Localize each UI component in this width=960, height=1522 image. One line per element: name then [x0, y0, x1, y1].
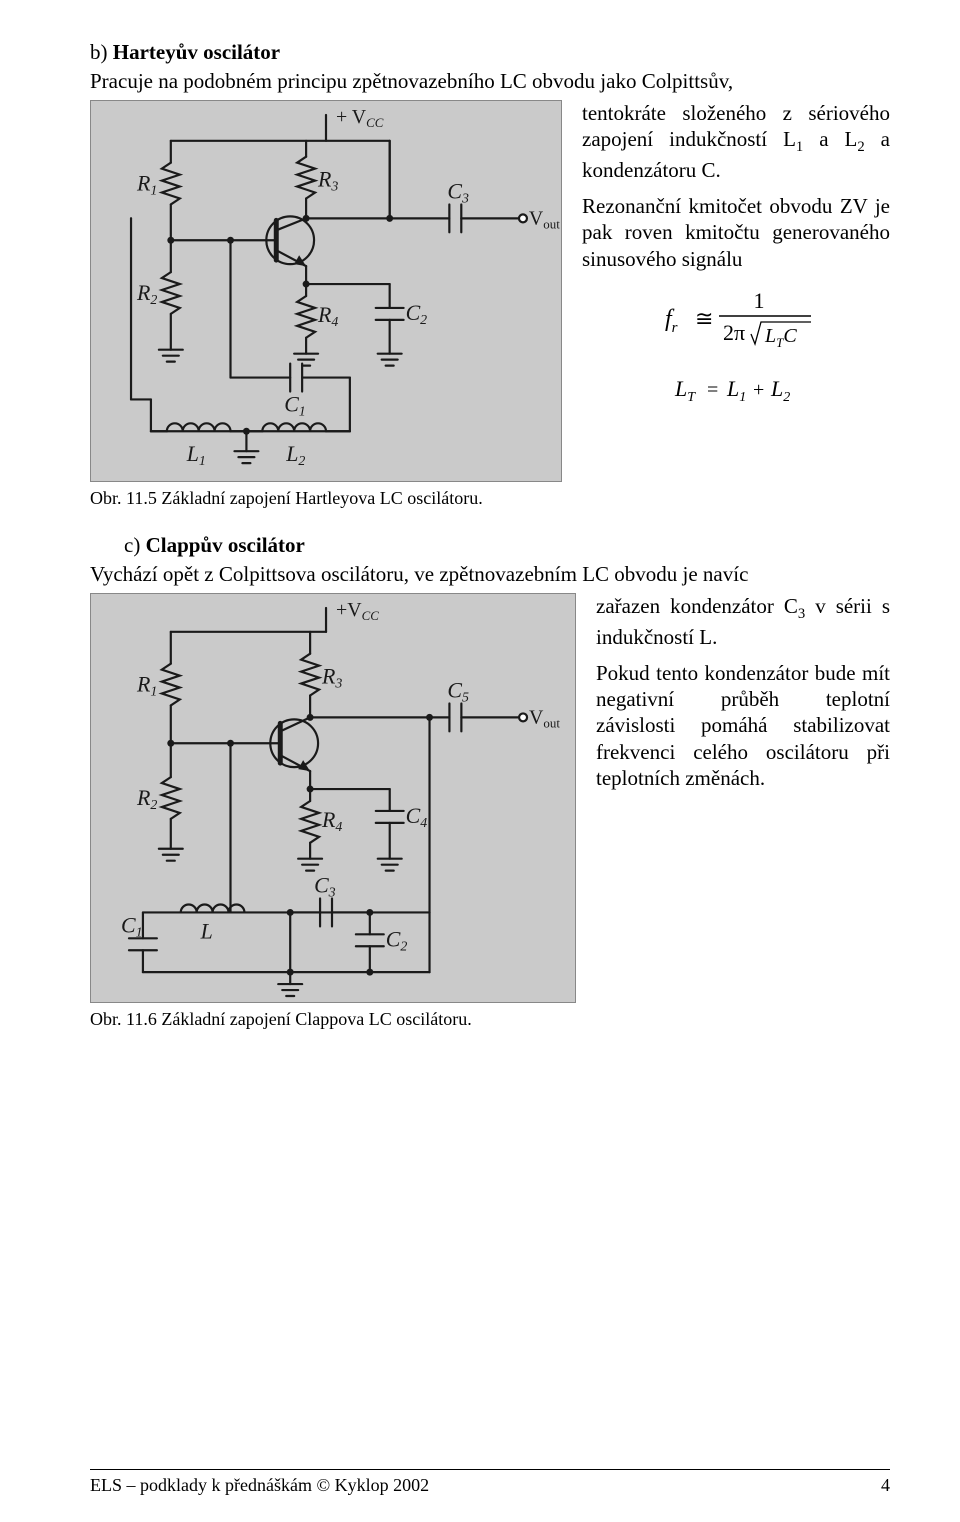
svg-text:L1: L1: [726, 376, 746, 405]
svg-text:LT: LT: [674, 376, 696, 405]
hartley-caption: Obr. 11.5 Základní zapojení Hartleyova L…: [90, 488, 890, 509]
section-c-two-col: +VCC R1 R2 R3: [90, 593, 890, 1003]
svg-text:L2: L2: [770, 376, 790, 405]
svg-text:2π: 2π: [723, 320, 745, 345]
section-b-intro: Pracuje na podobném principu zpětnovazeb…: [90, 69, 890, 94]
svg-text:+: +: [753, 379, 764, 401]
section-b-two-col: + VCC R1 R2 R3: [90, 100, 890, 482]
footer-page-number: 4: [881, 1475, 890, 1496]
svg-text:=: =: [707, 379, 718, 401]
page-footer: ELS – podklady k přednáškám © Kyklop 200…: [90, 1475, 890, 1496]
section-c-heading: c) Clappův oscilátor: [90, 533, 890, 558]
section-b-p2: Rezonanční kmitočet obvodu ZV je pak rov…: [582, 193, 890, 272]
svg-text:1: 1: [754, 288, 765, 313]
clapp-caption: Obr. 11.6 Základní zapojení Clappova LC …: [90, 1009, 890, 1030]
section-b-title: Harteyův oscilátor: [113, 40, 280, 64]
section-c-right-text: zařazen kondenzátor C3 v sérii s indukčn…: [596, 593, 890, 801]
section-c-intro: Vychází opět z Colpittsova oscilátoru, v…: [90, 562, 890, 587]
svg-text:≅: ≅: [695, 306, 713, 331]
section-b-p1: tentokráte složeného z sériového zapojen…: [582, 100, 890, 183]
section-b-right-text: tentokráte složeného z sériového zapojen…: [582, 100, 890, 422]
hartley-circuit: + VCC R1 R2 R3: [90, 100, 562, 482]
formula-lt: LT = L1 + L2: [582, 372, 890, 412]
section-c-title: Clappův oscilátor: [146, 533, 305, 557]
svg-text:L: L: [200, 918, 213, 943]
section-c-p1: zařazen kondenzátor C3 v sérii s indukčn…: [596, 593, 890, 650]
section-c-label: c): [124, 533, 140, 557]
section-c-p2: Pokud tento kondenzátor bude mít negativ…: [596, 660, 890, 791]
svg-text:fr: fr: [665, 306, 678, 336]
footer-rule: [90, 1469, 890, 1470]
clapp-figure: +VCC R1 R2 R3: [90, 593, 576, 1003]
formula-fr: fr ≅ 1 2π LTC: [582, 286, 890, 358]
footer-left: ELS – podklady k přednáškám © Kyklop 200…: [90, 1475, 429, 1496]
clapp-circuit: +VCC R1 R2 R3: [90, 593, 576, 1003]
svg-text:LTC: LTC: [764, 325, 797, 350]
section-b-label: b): [90, 40, 108, 64]
section-b-heading: b) Harteyův oscilátor: [90, 40, 890, 65]
hartley-figure: + VCC R1 R2 R3: [90, 100, 562, 482]
